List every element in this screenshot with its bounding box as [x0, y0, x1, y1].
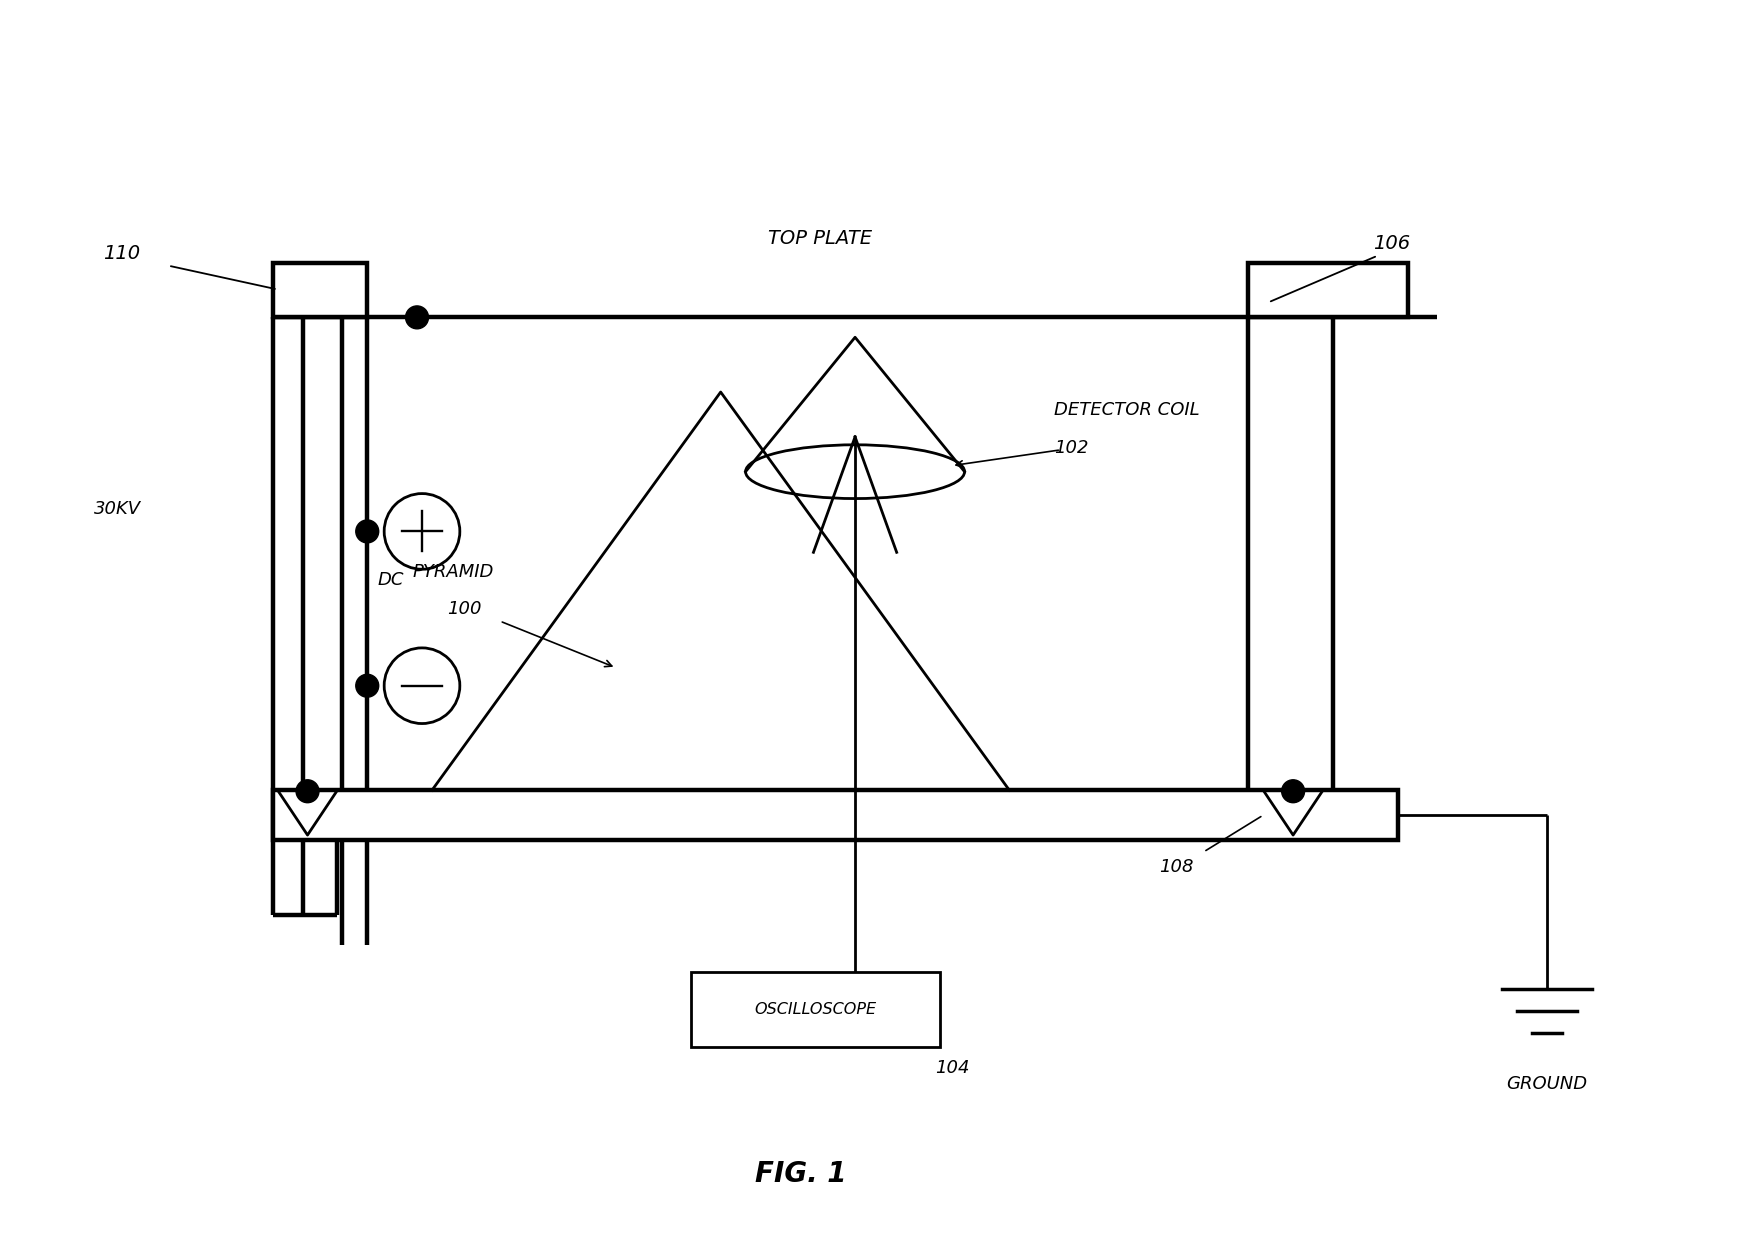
- Circle shape: [356, 674, 379, 698]
- Text: 104: 104: [934, 1059, 969, 1077]
- Text: 110: 110: [103, 244, 141, 263]
- Bar: [1249, 263, 1407, 318]
- Text: 102: 102: [1054, 439, 1089, 457]
- Text: 100: 100: [447, 601, 482, 618]
- Bar: [273, 790, 1398, 840]
- Circle shape: [356, 520, 379, 543]
- Text: PYRAMID: PYRAMID: [412, 563, 494, 581]
- Circle shape: [405, 307, 428, 329]
- Text: 108: 108: [1158, 858, 1193, 876]
- Circle shape: [296, 780, 318, 802]
- Text: 30KV: 30KV: [94, 501, 141, 518]
- Bar: [273, 263, 367, 318]
- Text: OSCILLOSCOPE: OSCILLOSCOPE: [755, 1002, 876, 1017]
- Circle shape: [1282, 780, 1304, 802]
- Text: GROUND: GROUND: [1506, 1075, 1588, 1093]
- Text: FIG. 1: FIG. 1: [755, 1160, 847, 1189]
- Text: 106: 106: [1372, 234, 1410, 253]
- Bar: [690, 972, 939, 1047]
- Text: DC: DC: [377, 571, 403, 589]
- Text: TOP PLATE: TOP PLATE: [769, 229, 873, 248]
- Text: DETECTOR COIL: DETECTOR COIL: [1054, 401, 1200, 419]
